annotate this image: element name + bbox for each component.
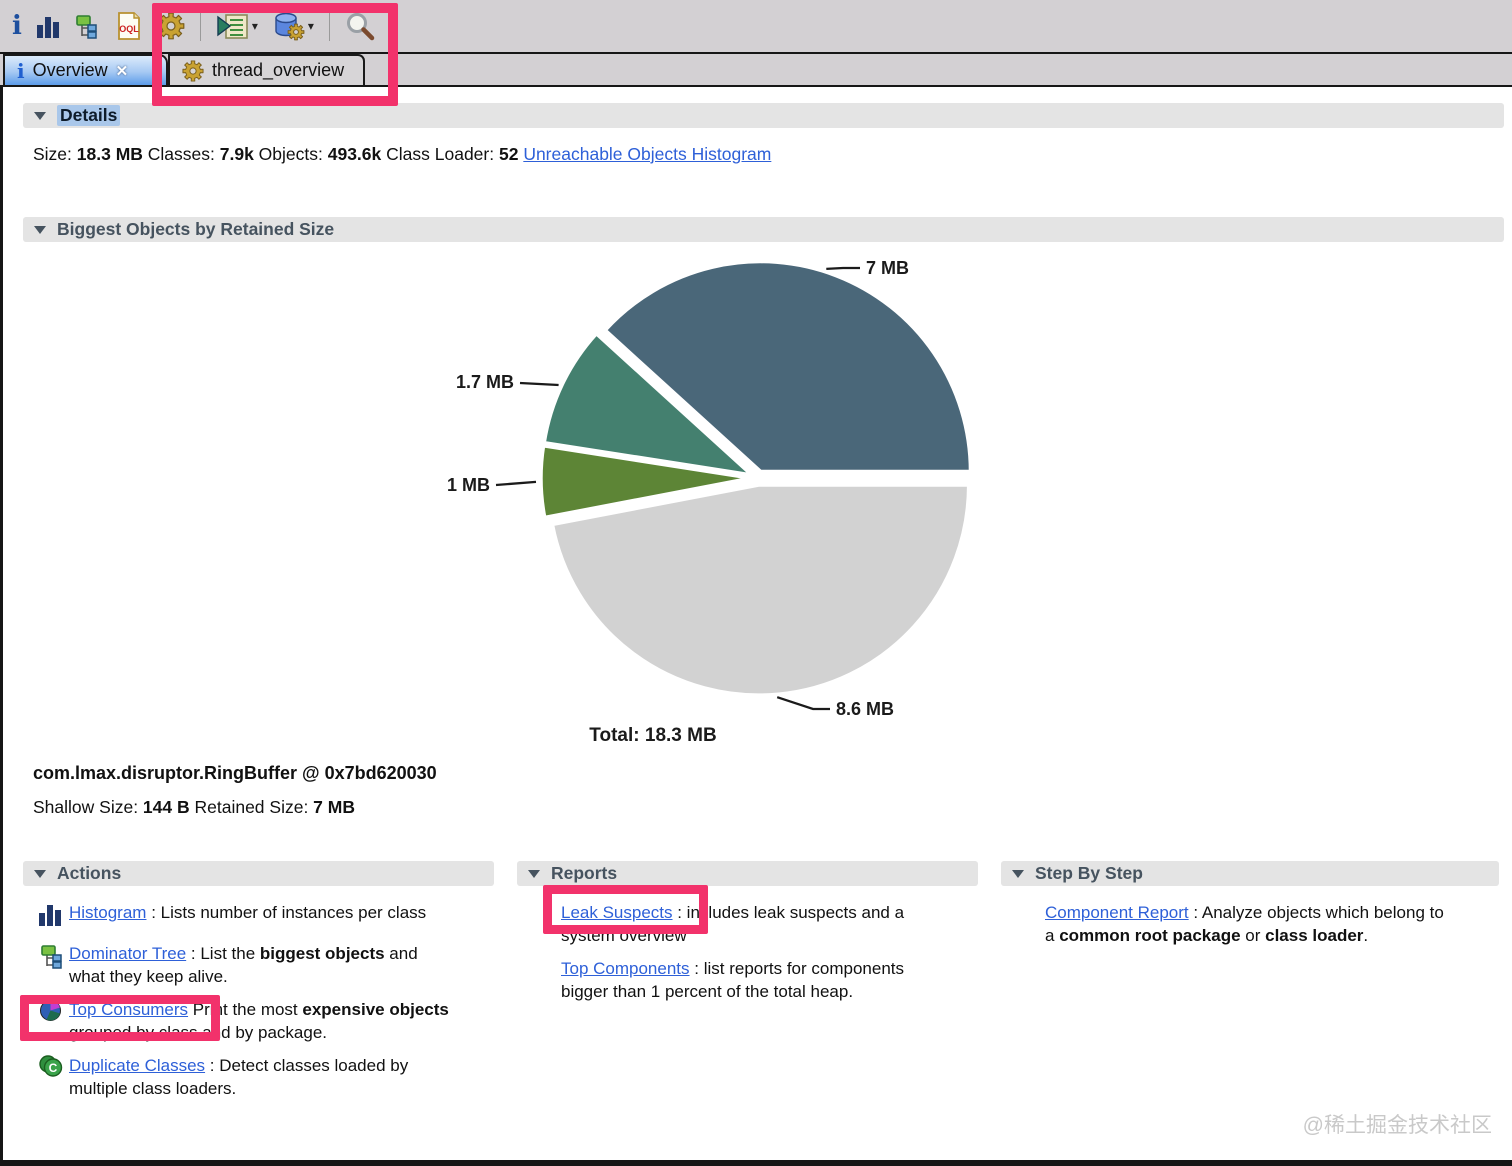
db-gear-icon (273, 12, 305, 41)
retained-size-pie-chart[interactable]: 7 MB 1.7 MB 1 MB 8.6 MB Total: 18.3 MB (3, 246, 1053, 760)
reports-section-header[interactable]: Reports (517, 861, 978, 886)
tab-overview[interactable]: i Overview ✕ (3, 54, 168, 85)
toolbar-button-search[interactable] (345, 11, 375, 41)
svg-text:OQL: OQL (119, 24, 139, 34)
overview-pane: Details Size: 18.3 MB Classes: 7.9k Obje… (0, 87, 1512, 1166)
collapse-triangle-icon[interactable] (528, 869, 540, 878)
oql-icon: OQL (116, 12, 142, 40)
link-leak-suspects[interactable]: Leak Suspects (561, 903, 673, 922)
toolbar-separator (328, 11, 330, 41)
list-item: Dominator Tree : List the biggest object… (23, 942, 494, 988)
collapse-triangle-icon[interactable] (34, 111, 46, 120)
toolbar-button-histogram[interactable] (36, 14, 59, 38)
details-section-title: Details (57, 105, 121, 126)
pie-slice-8.6-mb[interactable] (550, 483, 971, 697)
pie-slice-7-mb[interactable] (603, 259, 973, 474)
main-toolbar: i OQL ▾ ▾ (0, 0, 1512, 52)
pie-label-1.7-mb: 1.7 MB (456, 372, 514, 392)
toolbar-button-run-list[interactable]: ▾ (216, 13, 258, 40)
reports-section: Reports Leak Suspects : includes leak su… (517, 861, 978, 1013)
link-top-consumers[interactable]: Top Consumers (69, 1000, 189, 1019)
selected-object-title: com.lmax.disruptor.RingBuffer @ 0x7bd620… (33, 763, 437, 783)
actions-section-title: Actions (57, 863, 122, 883)
info-icon: i (17, 58, 25, 83)
toolbar-button-dominator-tree[interactable] (74, 13, 101, 40)
dominator-tree-icon (74, 13, 101, 40)
svg-text:C: C (49, 1061, 58, 1075)
pie-mini-icon (39, 999, 62, 1022)
link-dominator-tree[interactable]: Dominator Tree (69, 944, 187, 963)
details-section-header[interactable]: Details (23, 103, 1504, 128)
biggest-objects-section-header[interactable]: Biggest Objects by Retained Size (23, 217, 1504, 242)
run-list-icon (216, 13, 249, 40)
info-icon: i (12, 11, 22, 41)
list-item: Histogram : Lists number of instances pe… (23, 901, 494, 932)
tab-thread-overview[interactable]: thread_overview (168, 54, 365, 85)
link-top-components[interactable]: Top Components (561, 959, 690, 978)
tab-overview-label: Overview (32, 60, 108, 80)
collapse-triangle-icon[interactable] (34, 869, 46, 878)
dup-class-icon: C (39, 1055, 64, 1078)
gear-icon-small (182, 59, 204, 82)
link-unreachable-objects-histogram[interactable]: Unreachable Objects Histogram (523, 144, 772, 164)
pie-total-label: Total: 18.3 MB (589, 725, 716, 746)
toolbar-separator (199, 11, 201, 41)
dominator-tree-icon (39, 943, 66, 970)
dropdown-caret-icon[interactable]: ▾ (251, 19, 258, 33)
histogram-icon (39, 902, 61, 926)
step-by-step-section-title: Step By Step (1035, 863, 1143, 883)
histogram-icon (36, 14, 59, 38)
pie-label-8.6-mb: 8.6 MB (836, 699, 894, 719)
heap-summary-line: Size: 18.3 MB Classes: 7.9k Objects: 493… (33, 144, 772, 164)
collapse-triangle-icon[interactable] (1012, 869, 1024, 878)
actions-section-header[interactable]: Actions (23, 861, 494, 886)
list-item: Top Consumers Print the most expensive o… (23, 998, 494, 1044)
link-histogram[interactable]: Histogram (69, 903, 147, 922)
collapse-triangle-icon[interactable] (34, 225, 46, 234)
step-by-step-section-header[interactable]: Step By Step (1001, 861, 1499, 886)
biggest-objects-section-title: Biggest Objects by Retained Size (57, 219, 335, 239)
dropdown-caret-icon[interactable]: ▾ (307, 19, 314, 33)
close-icon[interactable]: ✕ (115, 62, 129, 80)
toolbar-button-oql[interactable]: OQL (116, 12, 142, 40)
step-by-step-section: Step By Step Component Report : Analyze … (1001, 861, 1499, 957)
pie-label-7-mb: 7 MB (866, 258, 909, 278)
pie-label-1-mb: 1 MB (447, 475, 490, 495)
watermark-text: @稀土掘金技术社区 (1302, 1114, 1492, 1137)
pie-slice-1-mb[interactable] (539, 444, 753, 520)
toolbar-button-info[interactable]: i (12, 13, 22, 39)
toolbar-button-db-gear[interactable]: ▾ (273, 12, 314, 41)
reports-section-title: Reports (551, 863, 618, 883)
list-item: Component Report : Analyze objects which… (1045, 903, 1444, 945)
list-item: C Duplicate Classes : Detect classes load… (23, 1054, 494, 1100)
link-duplicate-classes[interactable]: Duplicate Classes (69, 1056, 206, 1075)
selected-object-sizes: Shallow Size: 144 B Retained Size: 7 MB (33, 797, 355, 817)
pie-slice-1.7-mb[interactable] (542, 331, 754, 477)
search-icon (345, 11, 375, 41)
actions-section: Actions Histogram : Lists number of inst… (23, 861, 494, 1110)
toolbar-button-gear[interactable] (157, 12, 185, 40)
list-item: Top Components : list reports for compon… (561, 959, 905, 1001)
tab-bar: i Overview ✕ thread_overview (0, 52, 1512, 87)
link-component-report[interactable]: Component Report (1045, 903, 1189, 922)
tab-thread-overview-label: thread_overview (212, 60, 345, 80)
list-item: Leak Suspects : includes leak suspects a… (561, 903, 905, 945)
gear-icon (157, 12, 185, 40)
